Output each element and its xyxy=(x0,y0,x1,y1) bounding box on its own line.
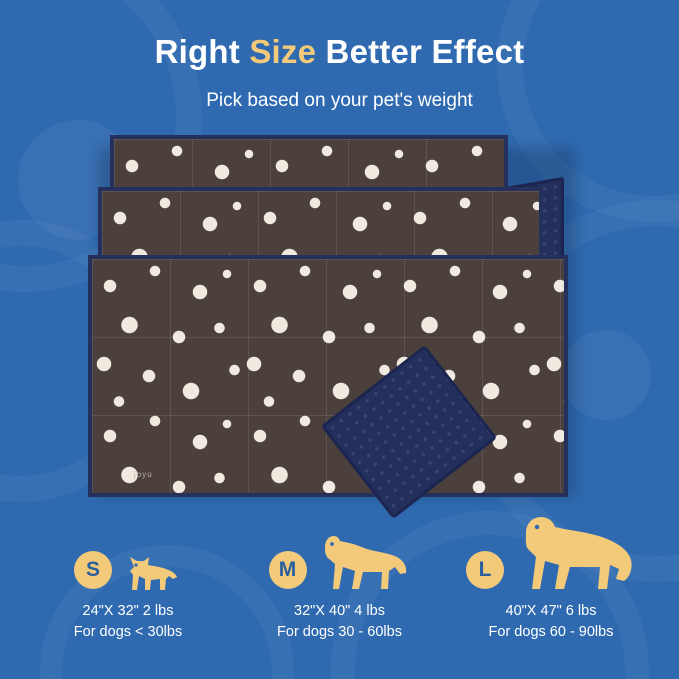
medium-dog-icon xyxy=(324,536,406,589)
headline-text-first: Right xyxy=(154,33,250,70)
large-dog-icon xyxy=(525,517,632,589)
size-option-small: S 24"X 32" 2 lbs For dogs < 30lbs xyxy=(28,515,228,643)
size-guide-row: S 24"X 32" 2 lbs For dogs < 30lbs M xyxy=(0,515,679,643)
size-dimensions-medium: 32"X 40" 4 lbs xyxy=(294,603,385,619)
quilt-stitching xyxy=(92,259,564,493)
size-badge-small: S xyxy=(74,551,112,589)
size-text-medium: 32"X 40" 4 lbs For dogs 30 - 60lbs xyxy=(240,601,440,643)
subheadline: Pick based on your pet's weight xyxy=(206,90,473,111)
size-option-large: L 40"X 47" 6 lbs For dogs 60 - 90lbs xyxy=(451,515,651,643)
background-blob-decoration xyxy=(561,330,651,420)
headline-text-accent: Size xyxy=(249,33,317,70)
small-dog-icon xyxy=(130,557,177,590)
brand-label: joyu xyxy=(134,470,153,479)
size-icon-group: M xyxy=(240,515,440,593)
size-icon-group: S xyxy=(28,515,228,593)
size-option-medium: M 32"X 40" 4 lbs For dogs 30 - 60lbs xyxy=(240,515,440,643)
blanket-product-photo: joyu xyxy=(88,135,588,520)
size-weight-large: For dogs 60 - 90lbs xyxy=(488,624,614,641)
size-text-small: 24"X 32" 2 lbs For dogs < 30lbs xyxy=(28,601,228,643)
headline: Right Size Better Effect xyxy=(0,33,679,70)
size-dimensions-small: 24"X 32" 2 lbs xyxy=(82,603,174,619)
size-icon-group: L xyxy=(451,515,651,593)
blanket-layer-front: joyu xyxy=(88,255,568,497)
size-dimensions-large: 40"X 47" 6 lbs xyxy=(505,603,597,619)
headline-text-last: Better Effect xyxy=(316,33,525,70)
size-badge-medium: M xyxy=(268,551,307,589)
size-weight-small: For dogs < 30lbs xyxy=(73,624,183,641)
size-text-large: 40"X 47" 6 lbs For dogs 60 - 90lbs xyxy=(451,601,651,643)
size-badge-large: L xyxy=(466,551,504,589)
size-weight-medium: For dogs 30 - 60lbs xyxy=(277,624,402,641)
